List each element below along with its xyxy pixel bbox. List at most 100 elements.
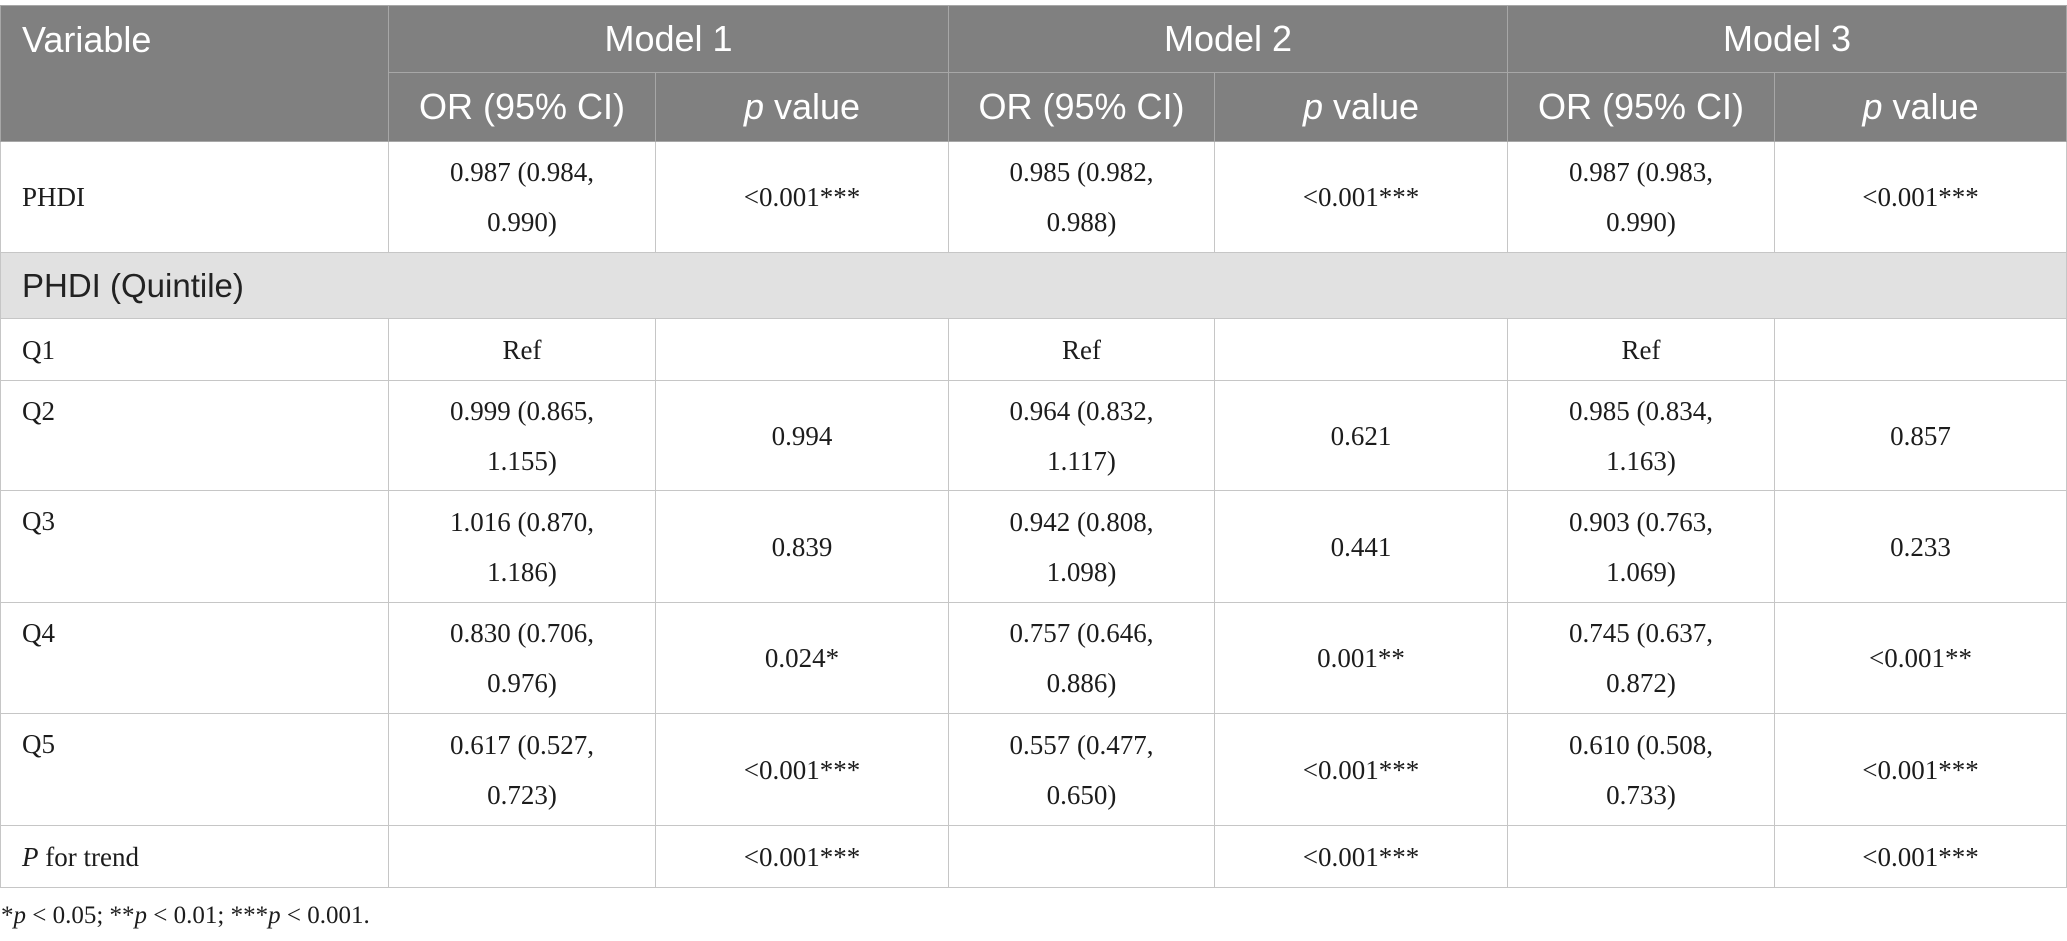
footnote-condition: < 0.01; [153, 902, 225, 929]
model-3-or-cell [1507, 825, 1776, 888]
model-3-or-cell: 0.903 (0.763, 1.069) [1507, 490, 1776, 603]
model-1-or-cell: 0.830 (0.706, 0.976) [388, 602, 656, 714]
model-2-p-cell: 0.001** [1214, 602, 1509, 714]
results-table: Variable Model 1 Model 2 Model 3 OR (95%… [0, 5, 2067, 888]
model-1-or-cell [388, 825, 656, 888]
footnote-stars: *** [230, 902, 269, 929]
table-body: PHDI 0.987 (0.984, 0.990) <0.001*** 0.98… [0, 141, 2067, 888]
model-3-p-cell: <0.001*** [1774, 141, 2067, 253]
model-3-header: Model 3 [1507, 5, 2067, 73]
or-value: 0.610 (0.508, 0.733) [1569, 729, 1714, 810]
table-row-q2: Q2 0.999 (0.865, 1.155) 0.994 0.964 (0.8… [0, 380, 2067, 491]
table-row-q5: Q5 0.617 (0.527, 0.723) <0.001*** 0.557 … [0, 713, 2067, 826]
or-value: 0.745 (0.637, 0.872) [1569, 618, 1714, 698]
row-label: Q1 [0, 318, 389, 381]
footnote-condition: < 0.05; [32, 902, 104, 929]
model-2-p-cell: <0.001*** [1214, 713, 1509, 826]
model-1-p-cell: 0.024* [654, 602, 950, 714]
or-value: Ref [502, 334, 542, 365]
header-row-stats: OR (95% CI) p value OR (95% CI) p value … [1, 72, 2067, 142]
p-symbol: p [743, 86, 764, 127]
or-value: 0.987 (0.984, 0.990) [450, 157, 594, 237]
or-value: 0.757 (0.646, 0.886) [1009, 618, 1154, 698]
section-row: PHDI (Quintile) [0, 252, 2067, 319]
model-1-or-cell: Ref [388, 318, 656, 381]
model-1-or-cell: 0.999 (0.865, 1.155) [388, 380, 656, 491]
row-label: Q4 [0, 602, 389, 714]
footnote-stars: * [1, 902, 14, 929]
p-value-header-text: value [1333, 86, 1420, 127]
trend-p-symbol: P [22, 841, 39, 872]
model-2-or-cell: 0.557 (0.477, 0.650) [948, 713, 1216, 826]
table-row-phdi: PHDI 0.987 (0.984, 0.990) <0.001*** 0.98… [0, 141, 2067, 253]
model-2-header: Model 2 [948, 5, 1509, 73]
model-2-p-cell: 0.621 [1214, 380, 1509, 491]
row-label: Q2 [0, 380, 389, 491]
p-value-header-text: value [1892, 86, 1979, 127]
table-row-p-for-trend: P for trend <0.001*** <0.001*** <0.001**… [0, 825, 2067, 888]
model-2-or-cell: 0.942 (0.808, 1.098) [948, 490, 1216, 603]
model-1-p-cell: 0.839 [654, 490, 950, 603]
or-value: 0.557 (0.477, 0.650) [1009, 729, 1154, 810]
model-1-or-header: OR (95% CI) [388, 72, 656, 142]
model-1-p-cell [654, 318, 950, 381]
section-label: PHDI (Quintile) [0, 252, 2067, 319]
table-row-q1: Q1 Ref Ref Ref [0, 318, 2067, 381]
table-row-q4: Q4 0.830 (0.706, 0.976) 0.024* 0.757 (0.… [0, 602, 2067, 714]
model-3-p-value-header: p value [1774, 72, 2067, 142]
or-value: 0.964 (0.832, 1.117) [1009, 395, 1154, 476]
or-value: 0.999 (0.865, 1.155) [450, 395, 594, 476]
model-1-p-value-header: p value [654, 72, 950, 142]
footnote-p-symbol: p [13, 902, 27, 929]
model-1-or-cell: 0.617 (0.527, 0.723) [388, 713, 656, 826]
model-2-p-cell: 0.441 [1214, 490, 1509, 603]
model-3-p-cell [1774, 318, 2067, 381]
model-1-header: Model 1 [387, 5, 950, 73]
variable-header: Variable [0, 5, 389, 142]
model-1-p-cell: <0.001*** [654, 141, 950, 253]
row-label: Q5 [0, 713, 389, 826]
table-header: Variable Model 1 Model 2 Model 3 OR (95%… [0, 5, 2067, 142]
or-value: 0.942 (0.808, 1.098) [1009, 506, 1154, 587]
or-value: Ref [1062, 334, 1101, 365]
or-value: 0.617 (0.527, 0.723) [450, 729, 594, 810]
table-footnote: *p < 0.05; **p < 0.01; ***p < 0.001. [1, 900, 370, 932]
model-1-or-cell: 1.016 (0.870, 1.186) [388, 490, 656, 603]
model-2-p-value-header: p value [1214, 72, 1509, 142]
or-value: 0.985 (0.982, 0.988) [1009, 157, 1154, 237]
row-label: Q3 [0, 490, 389, 603]
p-symbol: p [1302, 86, 1323, 127]
model-3-or-header: OR (95% CI) [1507, 72, 1776, 142]
trend-label-text: for trend [45, 841, 139, 872]
model-3-p-cell: <0.001*** [1774, 825, 2067, 888]
model-1-p-cell: <0.001*** [654, 713, 950, 826]
footnote-p-symbol: p [268, 902, 281, 929]
model-2-or-cell: 0.985 (0.982, 0.988) [948, 141, 1216, 253]
table-row-q3: Q3 1.016 (0.870, 1.186) 0.839 0.942 (0.8… [0, 490, 2067, 603]
model-2-p-cell [1214, 318, 1509, 381]
model-3-p-cell: <0.001*** [1774, 713, 2067, 826]
model-3-p-cell: 0.233 [1774, 490, 2067, 603]
model-1-or-cell: 0.987 (0.984, 0.990) [388, 141, 656, 253]
model-3-p-cell: <0.001** [1774, 602, 2067, 714]
footnote-p-symbol: p [134, 902, 148, 929]
model-3-or-cell: 0.610 (0.508, 0.733) [1507, 713, 1776, 826]
or-value: 0.830 (0.706, 0.976) [450, 618, 594, 698]
model-1-p-cell: <0.001*** [654, 825, 950, 888]
model-2-p-cell: <0.001*** [1214, 141, 1509, 253]
or-value: 0.985 (0.834, 1.163) [1569, 395, 1714, 476]
model-3-or-cell: 0.987 (0.983, 0.990) [1507, 141, 1776, 253]
header-row-models: Variable Model 1 Model 2 Model 3 [0, 5, 2067, 142]
model-2-or-cell: 0.964 (0.832, 1.117) [948, 380, 1216, 491]
or-value: Ref [1621, 334, 1661, 365]
model-1-p-cell: 0.994 [654, 380, 950, 491]
row-label: PHDI [0, 141, 389, 253]
or-value: 0.987 (0.983, 0.990) [1569, 157, 1714, 237]
model-2-or-cell: Ref [948, 318, 1216, 381]
model-2-or-cell: 0.757 (0.646, 0.886) [948, 602, 1216, 714]
footnote-condition: < 0.001. [286, 902, 370, 929]
row-label: P for trend [0, 825, 389, 888]
model-3-p-cell: 0.857 [1774, 380, 2067, 491]
model-2-p-cell: <0.001*** [1214, 825, 1509, 888]
model-2-or-header: OR (95% CI) [948, 72, 1216, 142]
